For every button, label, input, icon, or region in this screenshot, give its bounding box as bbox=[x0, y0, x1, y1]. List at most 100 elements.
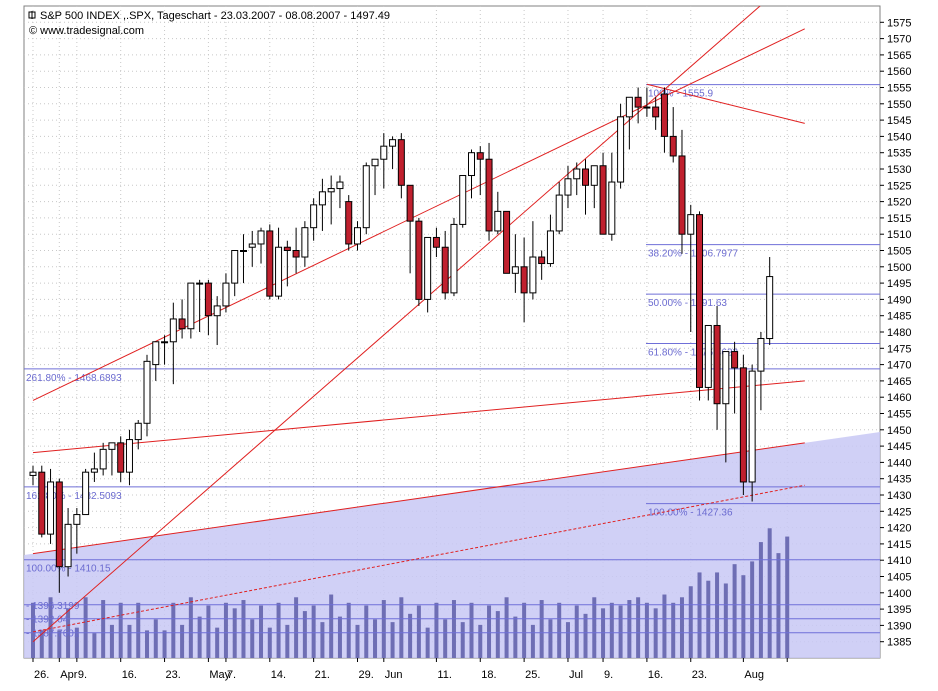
volume-bar bbox=[311, 605, 316, 658]
candle-body bbox=[64, 523, 72, 568]
volume-bar bbox=[206, 605, 211, 658]
y-tick-label: 1530 bbox=[887, 164, 911, 176]
volume-bar bbox=[662, 594, 667, 658]
candle-body bbox=[327, 188, 335, 193]
candle-body bbox=[687, 214, 695, 235]
y-tick-label: 1535 bbox=[887, 148, 911, 160]
y-axis: 1385 1390 1395 1400 1405 1410 1415 1420 1425 1430… bbox=[880, 17, 911, 649]
fib-label: 61.80% - 1476.4623 bbox=[648, 348, 739, 359]
volume-bar bbox=[250, 619, 255, 658]
y-tick-label: 1385 bbox=[887, 637, 911, 649]
chart-header: S&P 500 INDEX ,.SPX, Tageschart - 23.03.… bbox=[28, 10, 390, 37]
volume-bar bbox=[776, 553, 781, 658]
volume-bar bbox=[223, 602, 228, 658]
volume-bar bbox=[557, 602, 562, 658]
x-tick-label: 9. bbox=[604, 669, 613, 681]
volume-bar bbox=[715, 572, 720, 658]
candle-body bbox=[143, 360, 151, 424]
candle-body bbox=[362, 165, 370, 229]
y-tick-label: 1545 bbox=[887, 115, 911, 127]
candle-body bbox=[152, 341, 160, 366]
volume-bar bbox=[276, 602, 281, 658]
y-tick-label: 1470 bbox=[887, 360, 911, 372]
y-tick-label: 1500 bbox=[887, 262, 911, 274]
candle-body bbox=[406, 184, 414, 222]
candle-body bbox=[739, 367, 747, 483]
candle-body bbox=[275, 246, 283, 297]
x-tick-label: 26. bbox=[34, 669, 49, 681]
y-tick-label: 1560 bbox=[887, 66, 911, 78]
volume-bar bbox=[127, 624, 132, 658]
y-tick-label: 1435 bbox=[887, 474, 911, 486]
candle-body bbox=[450, 223, 458, 294]
candle-body bbox=[29, 471, 37, 476]
volume-bar bbox=[92, 633, 97, 658]
volume-bar bbox=[162, 630, 167, 658]
candle-body bbox=[669, 135, 677, 157]
candle-body bbox=[617, 116, 625, 183]
candle-body bbox=[476, 152, 484, 160]
candle-body bbox=[125, 439, 133, 473]
volume-bar bbox=[399, 597, 404, 658]
volume-bar bbox=[741, 575, 746, 658]
y-tick-label: 1495 bbox=[887, 278, 911, 290]
candle-body bbox=[643, 106, 651, 109]
candle-layer bbox=[29, 87, 774, 593]
volume-bar bbox=[785, 536, 790, 658]
volume-bar bbox=[285, 624, 290, 658]
volume-bar bbox=[390, 622, 395, 658]
y-tick-label: 1460 bbox=[887, 392, 911, 404]
x-tick-label: Apr bbox=[60, 669, 77, 681]
volume-bar bbox=[636, 597, 641, 658]
candle-body bbox=[204, 282, 212, 317]
volume-bar bbox=[118, 602, 123, 658]
volume-bar bbox=[732, 564, 737, 658]
volume-bar bbox=[364, 605, 369, 658]
x-tick-label: 14. bbox=[271, 669, 286, 681]
candle-body bbox=[503, 210, 511, 274]
volume-bar bbox=[487, 605, 492, 658]
candle-body bbox=[108, 442, 116, 450]
volume-bar bbox=[57, 630, 62, 658]
y-tick-label: 1505 bbox=[887, 246, 911, 258]
volume-bar bbox=[145, 630, 150, 658]
fib-label: 38.20% - 1506.7977 bbox=[648, 249, 739, 260]
candle-body bbox=[73, 514, 81, 525]
volume-bar bbox=[574, 605, 579, 658]
volume-bar bbox=[644, 602, 649, 658]
x-tick-label: 7. bbox=[227, 669, 236, 681]
candle-body bbox=[520, 266, 528, 294]
candle-body bbox=[424, 236, 432, 300]
candle-body bbox=[292, 250, 300, 258]
x-tick-label: 25. bbox=[525, 669, 540, 681]
candle-body bbox=[546, 230, 554, 265]
volume-bar bbox=[478, 624, 483, 658]
candle-body bbox=[47, 481, 55, 535]
candle-body bbox=[599, 165, 607, 235]
candle-body bbox=[117, 442, 125, 473]
x-tick-label: Aug bbox=[744, 669, 764, 681]
x-tick-label: Jun bbox=[385, 669, 403, 681]
candle-body bbox=[353, 227, 361, 245]
candle-body bbox=[696, 214, 704, 388]
candle-body bbox=[266, 230, 274, 297]
volume-bar bbox=[74, 627, 79, 658]
volume-bar bbox=[329, 594, 334, 658]
candle-body bbox=[748, 370, 756, 483]
candle-body bbox=[222, 282, 230, 307]
y-tick-label: 1475 bbox=[887, 343, 911, 355]
y-tick-label: 1465 bbox=[887, 376, 911, 388]
volume-bar bbox=[618, 605, 623, 658]
volume-bar bbox=[565, 622, 570, 658]
volume-bar bbox=[109, 624, 114, 658]
chart-title: S&P 500 INDEX ,.SPX, Tageschart - 23.03.… bbox=[40, 10, 390, 22]
x-tick-label: 23. bbox=[166, 669, 181, 681]
x-tick-label: Jul bbox=[569, 669, 583, 681]
y-tick-label: 1430 bbox=[887, 490, 911, 502]
volume-bar bbox=[294, 597, 299, 658]
candle-body bbox=[397, 139, 405, 186]
y-tick-label: 1450 bbox=[887, 425, 911, 437]
volume-bar bbox=[469, 602, 474, 658]
